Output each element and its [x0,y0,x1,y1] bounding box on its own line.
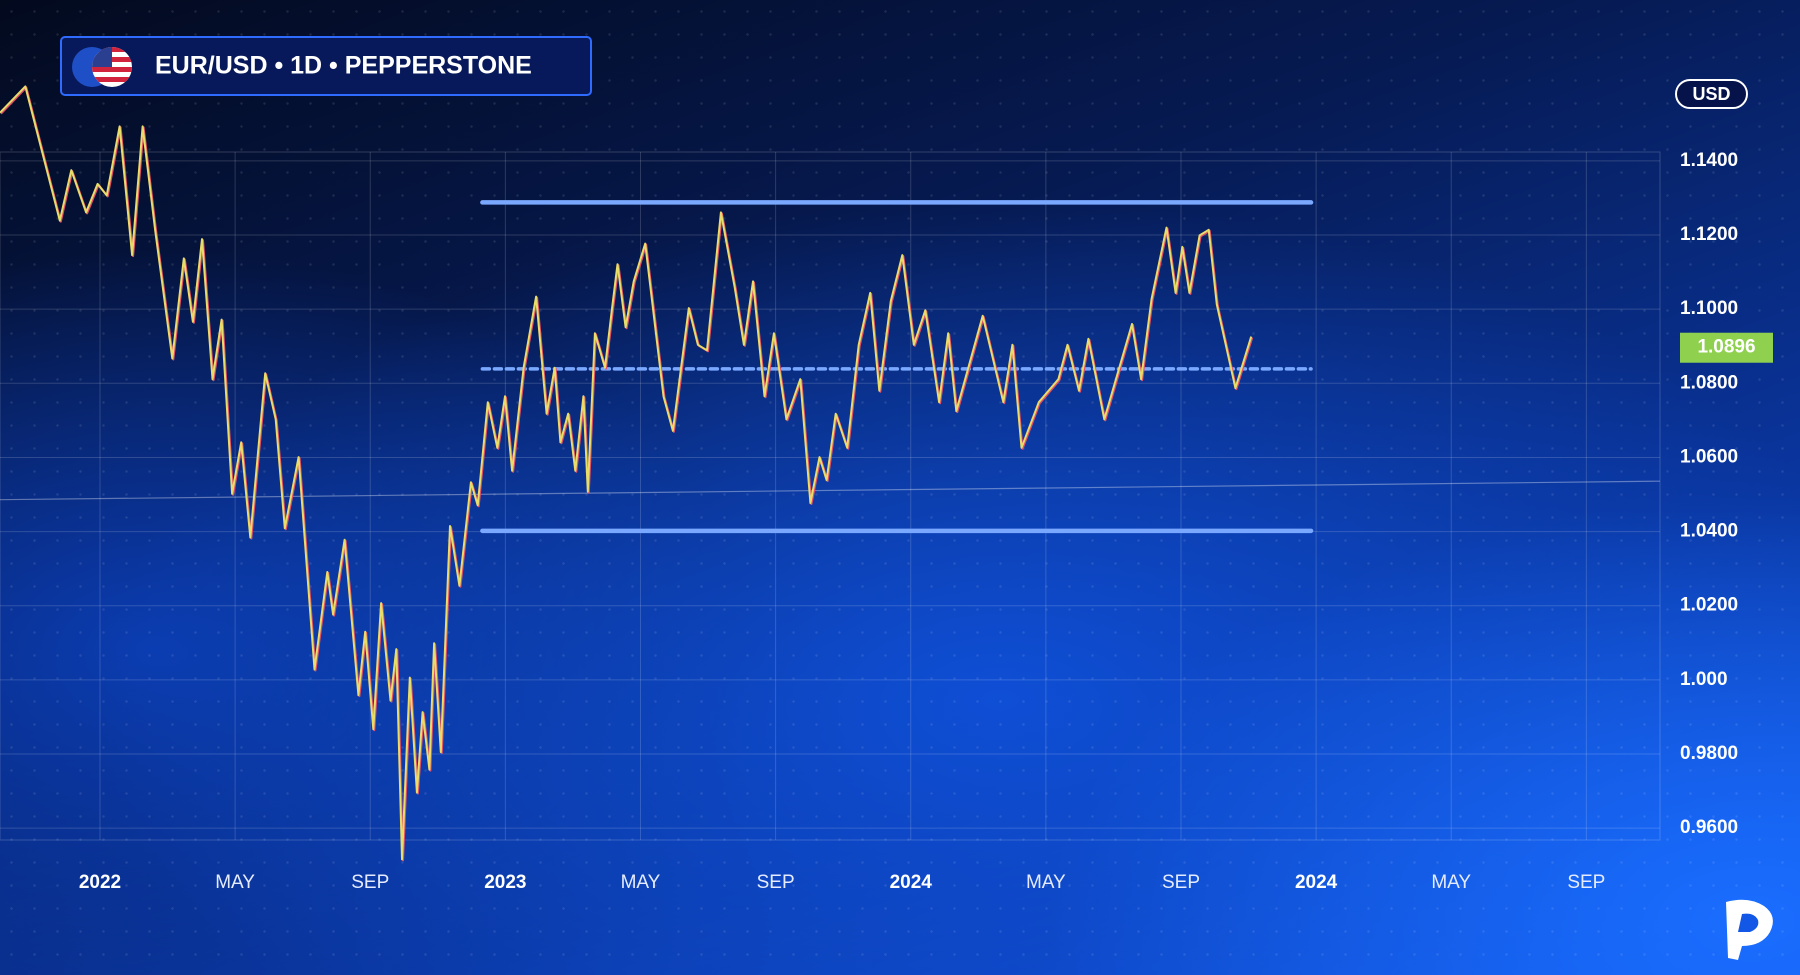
x-tick-label: SEP [1162,872,1200,893]
y-tick-label: 1.0800 [1680,372,1738,393]
header-box [60,36,592,96]
x-tick-label: SEP [351,872,389,893]
logo [1726,899,1773,960]
plot-frame [0,151,1661,841]
y-tick-label: 0.9800 [1680,743,1738,764]
unit-badge [1675,79,1748,109]
y-tick-label: 1.1000 [1680,298,1738,319]
x-tick-label: 2022 [79,872,121,893]
x-tick-label: MAY [215,872,255,893]
x-tick-label: MAY [1026,872,1066,893]
price-line [0,85,1253,861]
x-tick-label: 2024 [890,872,933,893]
y-tick-label: 0.9600 [1680,817,1738,838]
x-tick-label: 2023 [484,872,526,893]
price-badge [1680,332,1773,363]
y-tick-label: 1.1200 [1680,224,1738,245]
x-tick-label: MAY [1431,872,1471,893]
x-tick-label: MAY [621,872,661,893]
y-tick-label: 1.1400 [1680,150,1738,171]
y-tick-label: 1.0600 [1680,446,1738,467]
y-tick-label: 1.0200 [1680,595,1738,616]
chart-title: EUR/USD • 1D • PEPPERSTONE [155,52,532,80]
flag-icon [72,47,132,87]
x-tick-label: SEP [1567,872,1605,893]
price-badge-label: 1.0896 [1697,337,1755,358]
y-tick-label: 1.000 [1680,669,1728,690]
trendline [0,480,1661,501]
unit-label: USD [1692,84,1730,104]
x-tick-label: 2024 [1295,872,1338,893]
x-tick-label: SEP [757,872,795,893]
y-tick-label: 1.0400 [1680,521,1738,542]
grid [0,151,1661,841]
